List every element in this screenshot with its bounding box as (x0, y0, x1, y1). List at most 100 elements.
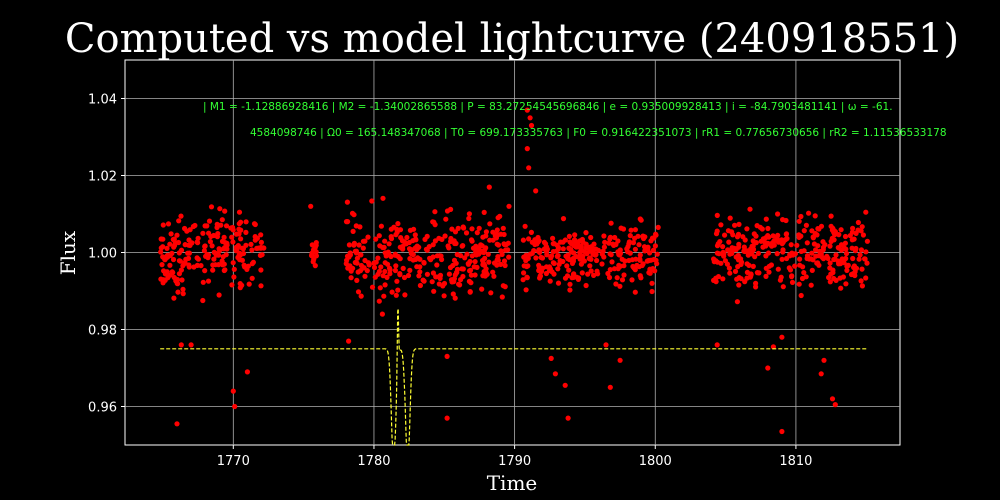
x-tick-label: 1800 (639, 454, 672, 469)
data-point (249, 275, 255, 281)
data-point (231, 274, 237, 280)
data-point (230, 239, 236, 245)
data-point (460, 266, 466, 272)
data-point (200, 230, 206, 236)
data-point (572, 232, 578, 238)
data-point (770, 233, 776, 239)
data-point (607, 234, 614, 240)
data-point (858, 278, 864, 284)
data-point (220, 254, 226, 260)
data-point (369, 284, 376, 290)
data-point (766, 234, 772, 240)
data-point (168, 231, 174, 237)
data-point (362, 238, 368, 244)
data-point (524, 275, 530, 281)
data-point (797, 256, 803, 262)
data-point (212, 262, 218, 268)
data-point (808, 282, 814, 288)
data-point (546, 264, 553, 270)
data-point (490, 269, 496, 275)
data-point (551, 271, 557, 277)
y-axis-label: Flux (56, 230, 80, 275)
data-point (813, 247, 819, 253)
data-point (768, 241, 774, 247)
data-point (452, 229, 459, 235)
data-point (452, 295, 458, 301)
data-point (481, 209, 487, 215)
data-point (804, 253, 811, 259)
data-point (562, 275, 569, 281)
data-point (526, 236, 532, 242)
data-point (401, 274, 408, 281)
data-point (160, 244, 166, 250)
data-point (843, 281, 849, 287)
data-point (809, 228, 815, 234)
data-point (506, 203, 512, 209)
data-point (159, 262, 165, 268)
data-point (550, 260, 557, 266)
data-point (783, 217, 789, 224)
data-point (792, 263, 798, 269)
data-point (378, 223, 384, 229)
data-point (533, 188, 539, 194)
y-tick-label: 0.98 (88, 324, 117, 339)
data-point (844, 267, 850, 273)
data-point (647, 270, 653, 276)
data-point (849, 229, 856, 235)
data-point (487, 221, 493, 227)
data-points (158, 107, 871, 435)
data-point (460, 224, 466, 230)
data-point (469, 253, 475, 259)
data-point (736, 221, 742, 227)
data-point (571, 237, 578, 243)
data-point (219, 217, 225, 223)
data-point (607, 384, 613, 390)
data-point (411, 226, 417, 232)
data-point (178, 342, 184, 348)
data-point (779, 334, 785, 340)
data-point (735, 252, 741, 259)
data-point (852, 269, 858, 275)
data-point (653, 231, 659, 237)
data-point (615, 266, 621, 272)
data-point (633, 256, 639, 262)
data-point (765, 250, 772, 256)
data-point (174, 421, 180, 427)
data-point (719, 251, 726, 257)
data-point (619, 277, 626, 283)
data-point (499, 294, 505, 300)
data-point (442, 233, 448, 239)
data-point (446, 271, 452, 277)
data-point (735, 264, 741, 270)
data-point (730, 232, 736, 238)
data-point (392, 252, 399, 258)
data-point (490, 237, 496, 243)
data-point (578, 261, 585, 267)
data-point (775, 266, 781, 272)
data-point (501, 241, 507, 247)
data-point (379, 311, 385, 317)
data-point (158, 249, 164, 255)
data-point (486, 184, 492, 190)
data-point (502, 262, 508, 269)
data-point (732, 222, 738, 228)
data-point (787, 267, 794, 273)
data-point (474, 230, 480, 236)
data-point (566, 267, 572, 273)
data-point (629, 277, 635, 283)
data-point (640, 234, 646, 240)
data-point (608, 252, 614, 258)
data-point (837, 275, 843, 281)
data-point (444, 353, 450, 359)
data-point (843, 246, 849, 252)
data-point (637, 216, 643, 222)
data-point (371, 260, 377, 266)
data-point (655, 224, 661, 230)
data-point (828, 213, 834, 219)
data-point (171, 274, 177, 281)
data-point (221, 267, 227, 274)
data-point (171, 244, 177, 250)
data-point (857, 252, 863, 258)
data-point (621, 272, 627, 278)
data-point (815, 243, 821, 249)
